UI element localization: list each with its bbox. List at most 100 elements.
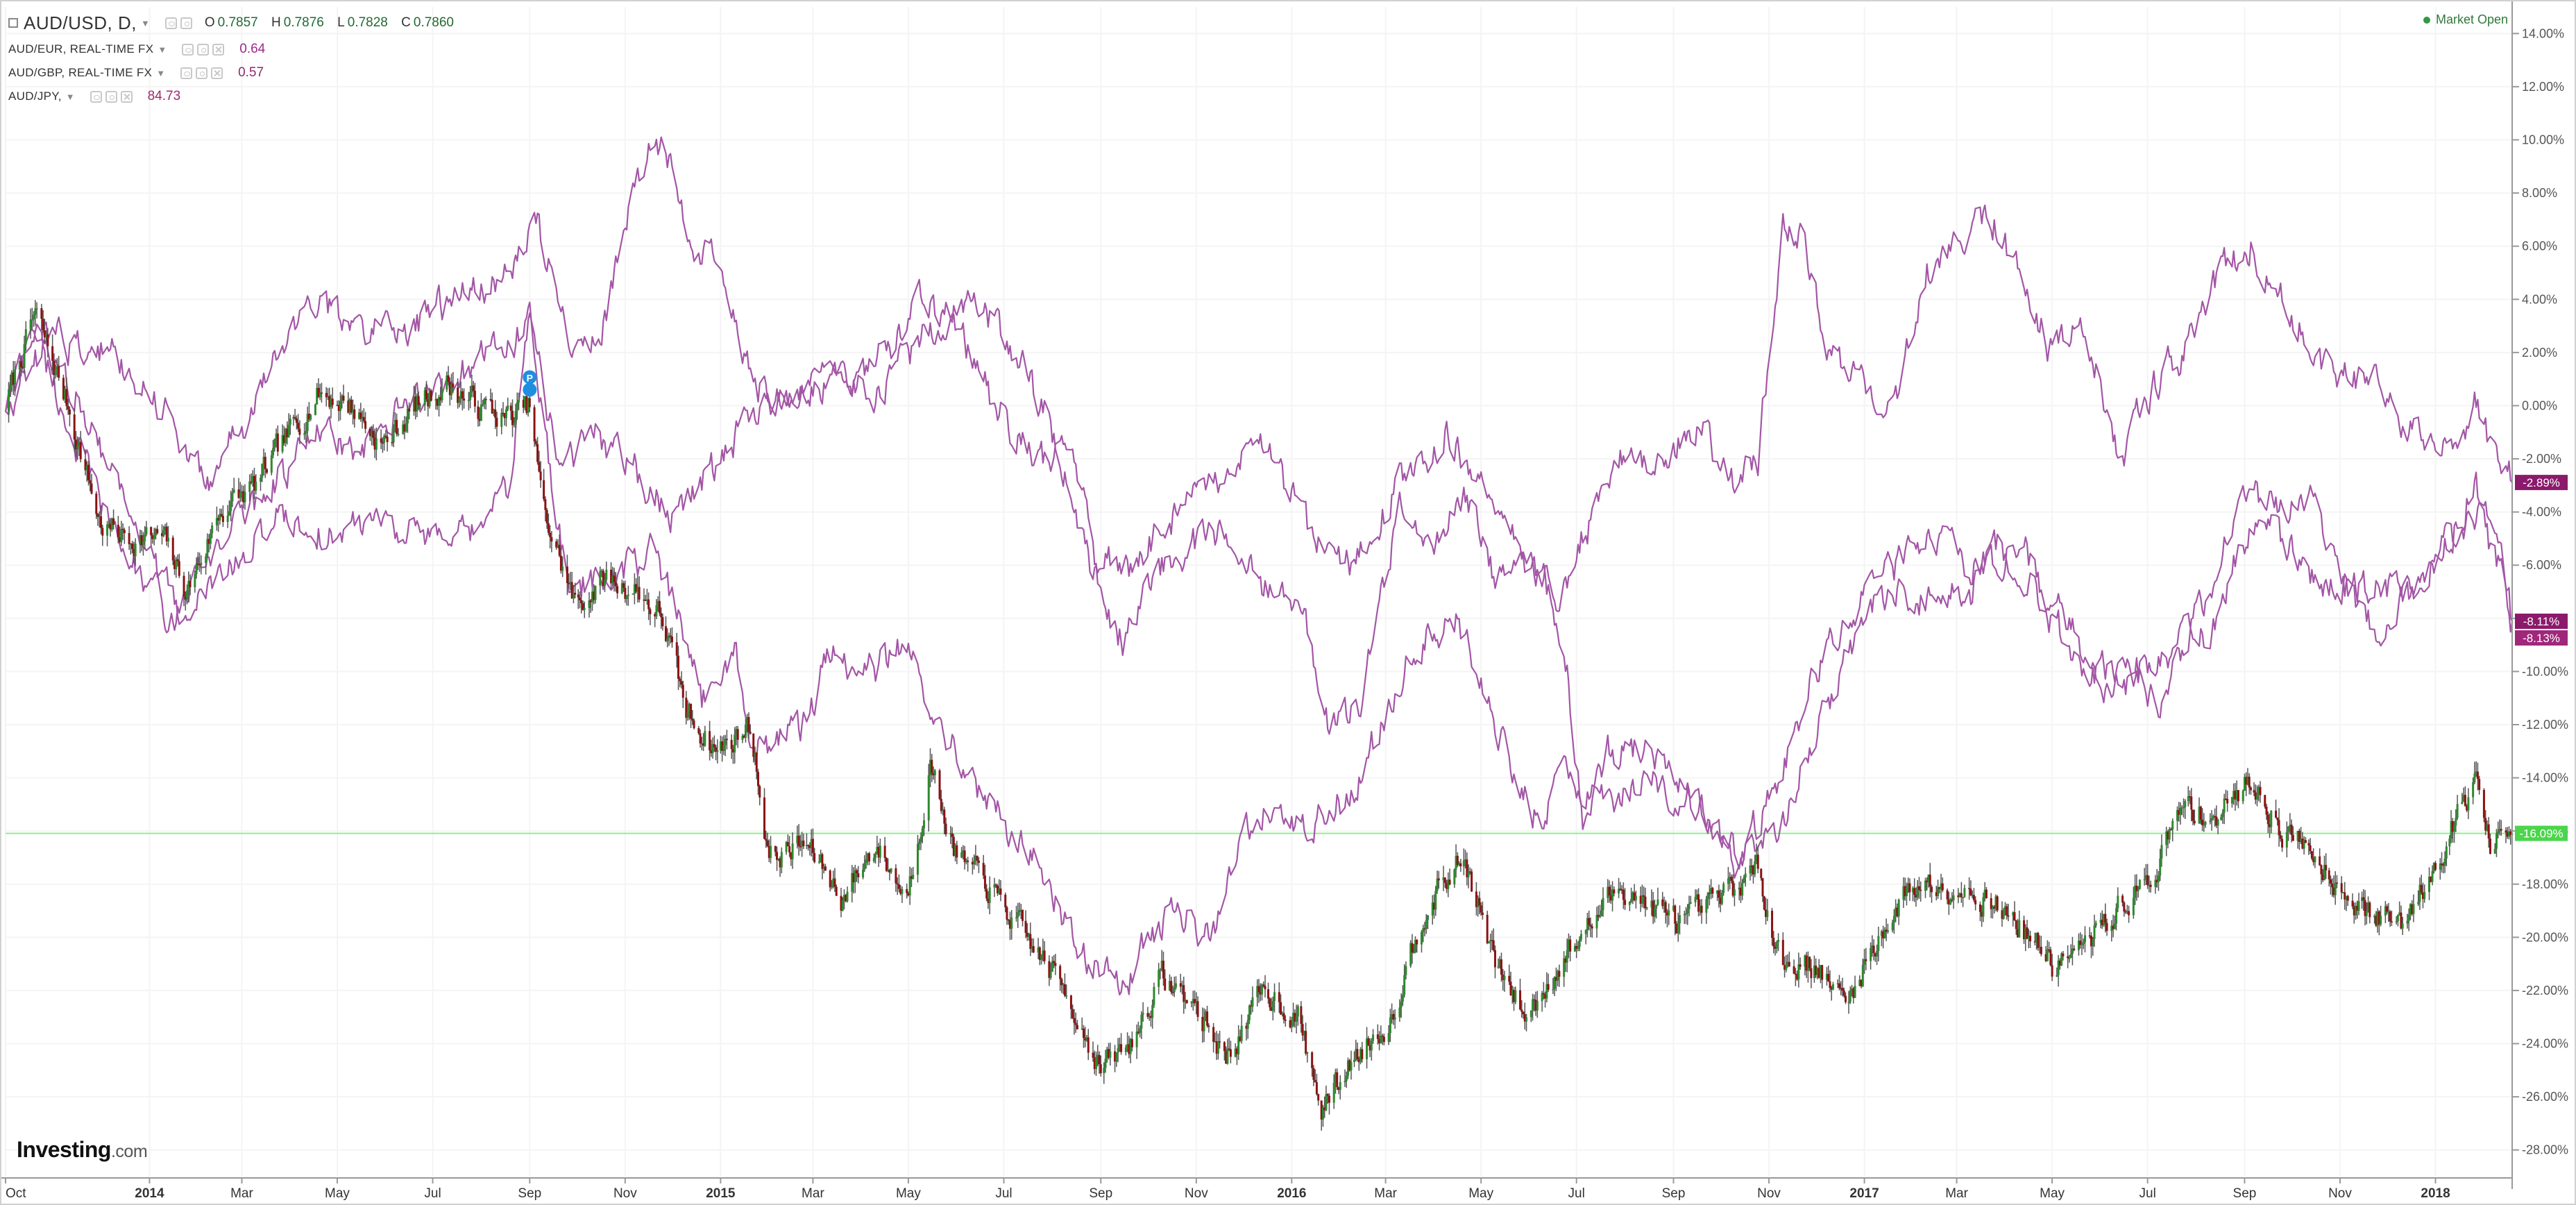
candle-down <box>593 591 595 600</box>
eye-icon[interactable] <box>180 67 193 79</box>
candle-up <box>1689 902 1692 904</box>
gear-icon[interactable] <box>180 17 192 29</box>
legend-compare-jpy[interactable]: AUD/JPY, ▼ 84.73 <box>8 85 464 108</box>
legend-compare-gbp[interactable]: AUD/GBP, REAL-TIME FX ▼ 0.57 <box>8 61 464 85</box>
candle-up <box>1015 917 1018 919</box>
candle-up <box>239 492 242 498</box>
candle-up <box>418 405 421 406</box>
candle-up <box>285 428 287 444</box>
x-tick-label: Oct <box>6 1186 26 1201</box>
candle-up <box>1303 1031 1305 1036</box>
legend-compare-eur[interactable]: AUD/EUR, REAL-TIME FX ▼ 0.64 <box>8 37 464 61</box>
candle-down <box>868 853 871 862</box>
candle-up <box>633 584 636 593</box>
candle-up <box>1010 917 1013 929</box>
candle-down <box>1392 1013 1395 1020</box>
candle-up <box>142 541 144 546</box>
gear-icon[interactable] <box>197 43 210 56</box>
gear-icon[interactable] <box>196 67 208 79</box>
x-tick-label: 2015 <box>706 1186 736 1201</box>
candle-up <box>2204 822 2207 825</box>
collapse-toggle-icon[interactable] <box>8 18 18 28</box>
candle-up <box>879 845 881 858</box>
candle-down <box>779 858 781 868</box>
candle-down <box>1326 1094 1329 1096</box>
candle-up <box>656 600 659 606</box>
candle-down <box>2112 925 2115 929</box>
chevron-down-icon[interactable]: ▼ <box>158 44 167 55</box>
candle-down <box>1278 992 1280 1002</box>
candle-up <box>2092 938 2094 947</box>
candle-up <box>2099 920 2102 923</box>
candle-down <box>757 771 760 786</box>
candle-up <box>2367 902 2370 911</box>
candle-down <box>1774 946 1777 949</box>
candle-down <box>1376 1034 1379 1039</box>
brand-logo[interactable]: Investing.com <box>17 1137 148 1163</box>
candle-down <box>2062 953 2065 957</box>
event-marker[interactable]: P <box>523 370 537 397</box>
candle-down <box>1739 887 1742 896</box>
candle-down <box>1215 1040 1218 1054</box>
candle-down <box>768 845 770 859</box>
candle-down <box>2088 935 2091 937</box>
candle-down <box>65 389 68 406</box>
candle-up <box>1442 877 1445 881</box>
candle-down <box>2135 885 2138 891</box>
chevron-down-icon[interactable]: ▼ <box>140 17 150 28</box>
candle-up <box>993 884 996 888</box>
candle-up <box>1203 1020 1205 1031</box>
candle-down <box>1674 905 1677 924</box>
candle-down <box>1185 1000 1188 1004</box>
candle-down <box>1170 981 1173 993</box>
candle-down <box>2487 824 2490 839</box>
candle-up <box>1775 942 1778 949</box>
candle-down <box>647 599 650 609</box>
candle-down <box>1981 911 1983 917</box>
candle-down <box>813 853 816 863</box>
candle-down <box>160 533 163 537</box>
candle-up <box>1656 899 1659 905</box>
candle-down <box>1315 1082 1318 1095</box>
chevron-down-icon[interactable]: ▼ <box>65 91 75 102</box>
close-icon[interactable] <box>120 90 133 103</box>
eye-icon[interactable] <box>182 43 194 56</box>
candle-up <box>1611 889 1614 901</box>
eye-icon[interactable] <box>90 90 102 103</box>
candle-up <box>209 533 212 544</box>
candle-up <box>620 583 623 593</box>
gear-icon[interactable] <box>105 90 117 103</box>
candle-up <box>1366 1038 1368 1059</box>
low-value: 0.7828 <box>347 15 388 30</box>
close-icon[interactable] <box>212 43 225 56</box>
candle-down <box>452 383 455 388</box>
candle-up <box>2257 786 2260 795</box>
candle-up <box>205 556 207 564</box>
candle-down <box>1761 878 1764 897</box>
candle-down <box>176 559 179 562</box>
candle-up <box>912 875 915 879</box>
close-icon[interactable] <box>211 67 223 79</box>
candle-down <box>109 523 112 530</box>
candle-up <box>1195 1001 1198 1004</box>
candle-up <box>231 492 234 502</box>
eye-icon[interactable] <box>164 17 177 29</box>
candle-up <box>876 847 879 854</box>
candle-down <box>538 462 541 472</box>
chevron-down-icon[interactable]: ▼ <box>156 67 166 78</box>
candle-up <box>1567 939 1570 951</box>
candle-down <box>1752 866 1754 875</box>
candle-up <box>2246 776 2249 785</box>
candle-down <box>2007 915 2010 917</box>
value-badge-label: -8.13% <box>2523 632 2560 645</box>
y-tick-label: 4.00% <box>2522 292 2557 306</box>
candle-up <box>785 842 788 852</box>
brand-suffix: .com <box>110 1142 148 1161</box>
candle-up <box>1584 930 1587 934</box>
candle-down <box>602 571 604 586</box>
candle-up <box>1971 895 1974 896</box>
candle-down <box>1926 880 1929 883</box>
candle-up <box>145 527 148 534</box>
